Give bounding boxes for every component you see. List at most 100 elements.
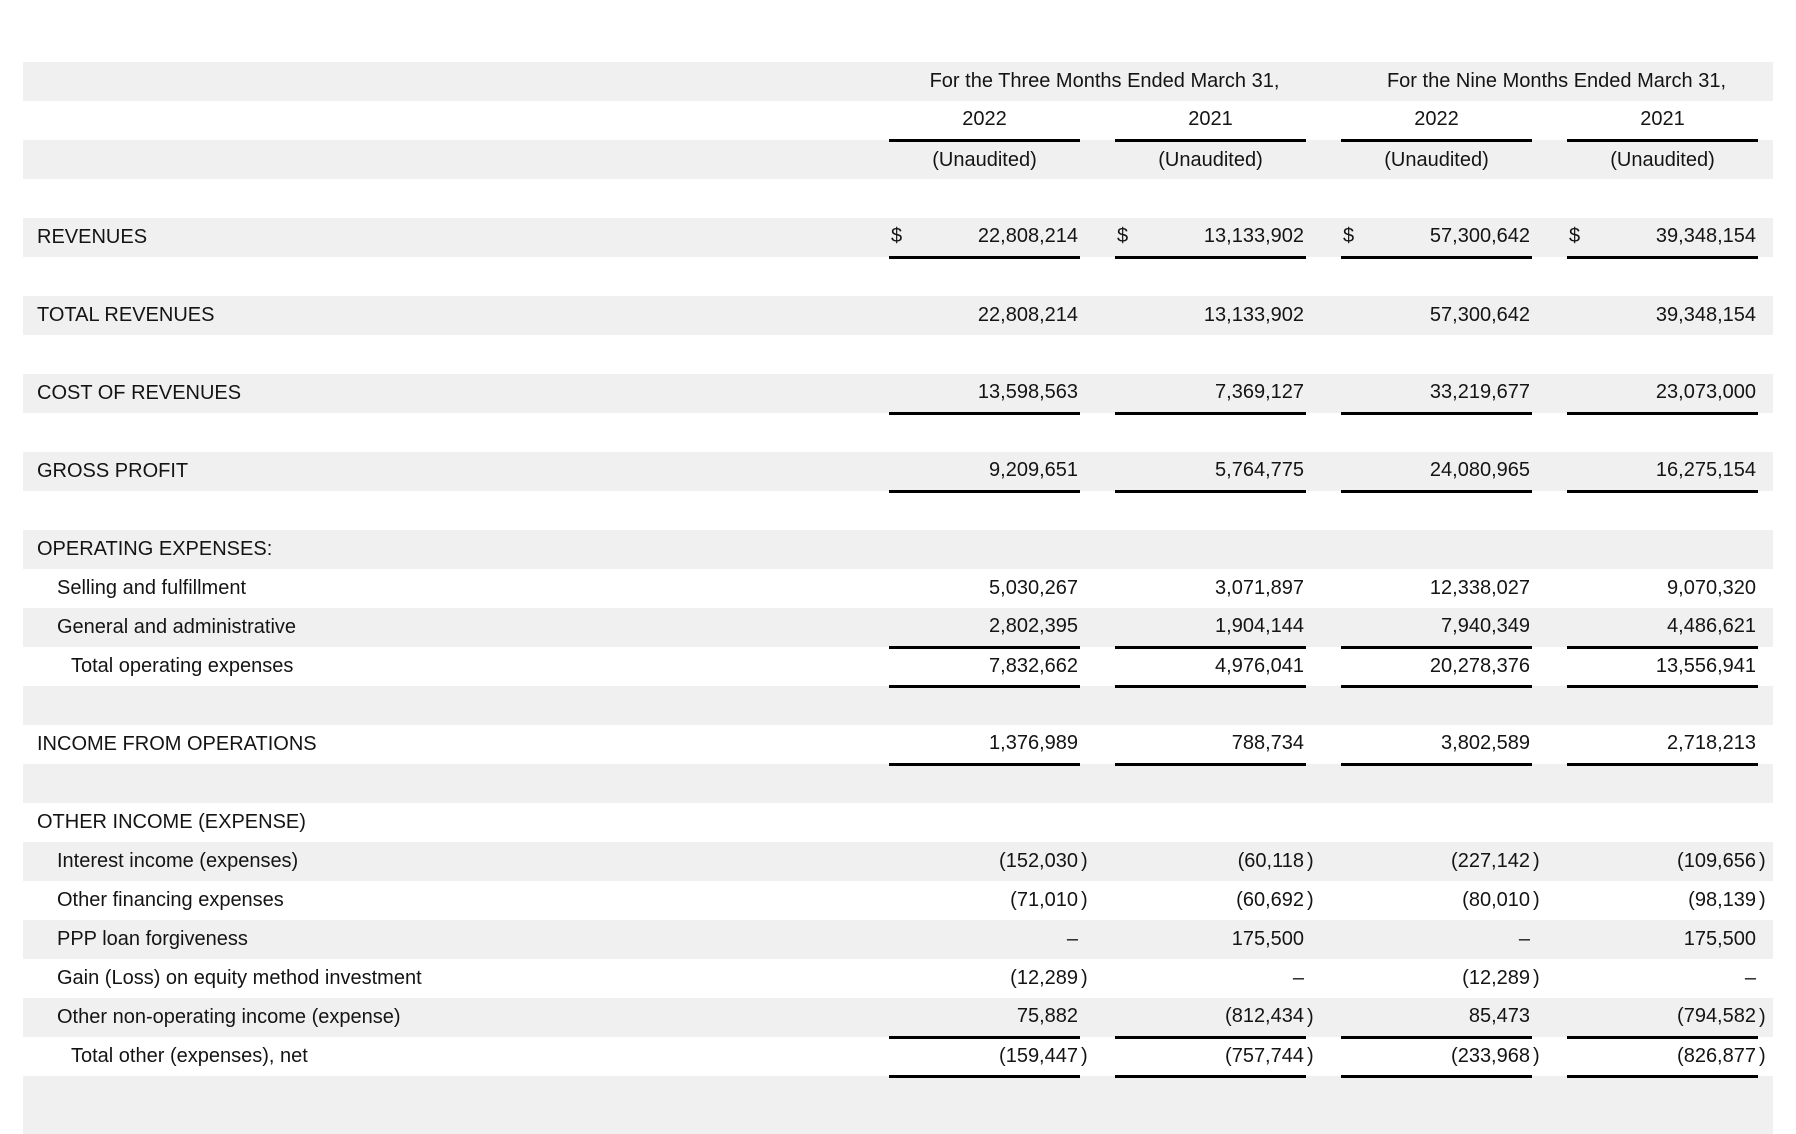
blank-row [23, 491, 1773, 530]
edge-cell [1772, 530, 1773, 569]
gap-cell [1546, 530, 1567, 569]
dollar-sign [889, 608, 919, 649]
dollar-sign [1341, 452, 1371, 493]
gap-cell [1094, 998, 1115, 1037]
value-cell: (794,582 [1597, 998, 1758, 1039]
year-header: 2022 [1341, 101, 1532, 142]
paren-cell [1306, 101, 1320, 140]
row-label: Other financing expenses [57, 889, 284, 911]
paren-cell [1758, 374, 1772, 413]
value-cell: 4,486,621 [1597, 608, 1758, 649]
dollar-sign [1341, 569, 1371, 608]
value-cell [1597, 803, 1758, 842]
gap-cell [1546, 101, 1567, 140]
gap-cell [1320, 374, 1341, 413]
table-row: Total other (expenses), net (159,447) (757… [23, 1037, 1773, 1078]
row-label: General and administrative [57, 616, 297, 638]
row-label: Gain (Loss) on equity method investment [57, 967, 422, 989]
paren-cell [1532, 725, 1546, 764]
gap-cell [1546, 881, 1567, 920]
edge-cell [1772, 881, 1773, 920]
value-cell: (60,692 [1236, 889, 1304, 911]
dollar-sign [889, 647, 919, 688]
gap-cell [1094, 725, 1115, 764]
table-row: Other non-operating income (expense) 75,8… [23, 998, 1773, 1039]
paren-cell [1306, 296, 1320, 335]
value-cell [919, 530, 1080, 569]
dollar-sign [1115, 920, 1145, 959]
gap-cell [1320, 569, 1341, 608]
gap-cell [1546, 374, 1567, 413]
dollar-sign [1115, 608, 1145, 649]
table-row: General and administrative 2,802,395 1,904… [23, 608, 1773, 649]
paren-cell [1080, 920, 1094, 959]
dollar-sign [1115, 959, 1145, 998]
paren-cell: ) [1081, 850, 1088, 872]
paren-cell [1306, 725, 1320, 764]
gap-cell [1320, 452, 1341, 491]
dollar-sign [1341, 959, 1371, 998]
paren-cell: ) [1081, 889, 1088, 911]
value-cell: 12,338,027 [1429, 577, 1530, 599]
dollar-sign: $ [1115, 218, 1145, 259]
value-cell: 13,133,902 [1203, 304, 1304, 326]
dollar-sign [1115, 647, 1145, 688]
value-cell: 85,473 [1371, 998, 1532, 1039]
unaudited-label: (Unaudited) [1158, 148, 1263, 171]
value-cell [1597, 530, 1758, 569]
gap-cell [1320, 998, 1341, 1037]
value-cell: 7,832,662 [919, 647, 1080, 688]
paren-cell [1758, 608, 1772, 647]
paren-cell [1758, 452, 1772, 491]
value-cell: 13,133,902 [1145, 218, 1306, 259]
blank-cell [23, 764, 1773, 803]
gap-cell [1094, 530, 1115, 569]
gap-cell [1094, 608, 1115, 647]
value-cell: 9,070,320 [1667, 577, 1756, 599]
gap-cell [1320, 803, 1341, 842]
paren-cell: ) [1533, 850, 1540, 872]
gap-cell [1320, 842, 1341, 881]
value-cell: 175,500 [1683, 928, 1756, 950]
table-row: (Unaudited) (Unaudited) (Unaudited) (Unaudi… [23, 140, 1773, 179]
row-label: Interest income (expenses) [57, 850, 299, 872]
year-header: 2021 [1115, 101, 1306, 142]
period-header-nine-months: For the Nine Months Ended March 31, [1386, 70, 1727, 92]
table-row: INCOME FROM OPERATIONS 1,376,989 788,734 3,… [23, 725, 1773, 766]
paren-cell [1532, 608, 1546, 647]
paren-cell [1758, 959, 1772, 998]
paren-cell: ) [1533, 1045, 1540, 1067]
dollar-sign [1567, 374, 1597, 415]
row-label: Selling and fulfillment [57, 577, 246, 599]
paren-cell [1080, 452, 1094, 491]
edge-cell [1772, 647, 1773, 686]
gap-cell [1094, 218, 1115, 257]
dollar-sign [1567, 998, 1597, 1039]
paren-cell [1080, 101, 1094, 140]
dollar-sign [889, 530, 919, 569]
value-cell: (60,118 [1237, 850, 1304, 872]
edge-cell [1772, 920, 1773, 959]
paren-cell: ) [1307, 850, 1314, 872]
value-cell: – [1066, 928, 1078, 950]
value-cell: 23,073,000 [1597, 374, 1758, 415]
table-row: REVENUES $22,808,214 $13,133,902 $57,300,64… [23, 218, 1773, 259]
table-row: Gain (Loss) on equity method investment (… [23, 959, 1773, 998]
dollar-sign [1115, 998, 1145, 1039]
value-cell: 1,376,989 [919, 725, 1080, 766]
dollar-sign [1115, 569, 1145, 608]
gap-cell [1546, 959, 1567, 998]
value-cell: (12,289 [1010, 967, 1078, 989]
value-cell: 22,808,214 [919, 218, 1080, 259]
value-cell: 3,071,897 [1215, 577, 1304, 599]
paren-cell [1758, 725, 1772, 764]
paren-cell [1532, 452, 1546, 491]
dollar-sign [1115, 530, 1145, 569]
paren-cell [1080, 608, 1094, 647]
paren-cell [1306, 569, 1320, 608]
gap-cell [1546, 569, 1567, 608]
edge-cell [1772, 608, 1773, 647]
paren-cell [1080, 803, 1094, 842]
value-cell: 9,209,651 [919, 452, 1080, 493]
value-cell: 16,275,154 [1597, 452, 1758, 493]
